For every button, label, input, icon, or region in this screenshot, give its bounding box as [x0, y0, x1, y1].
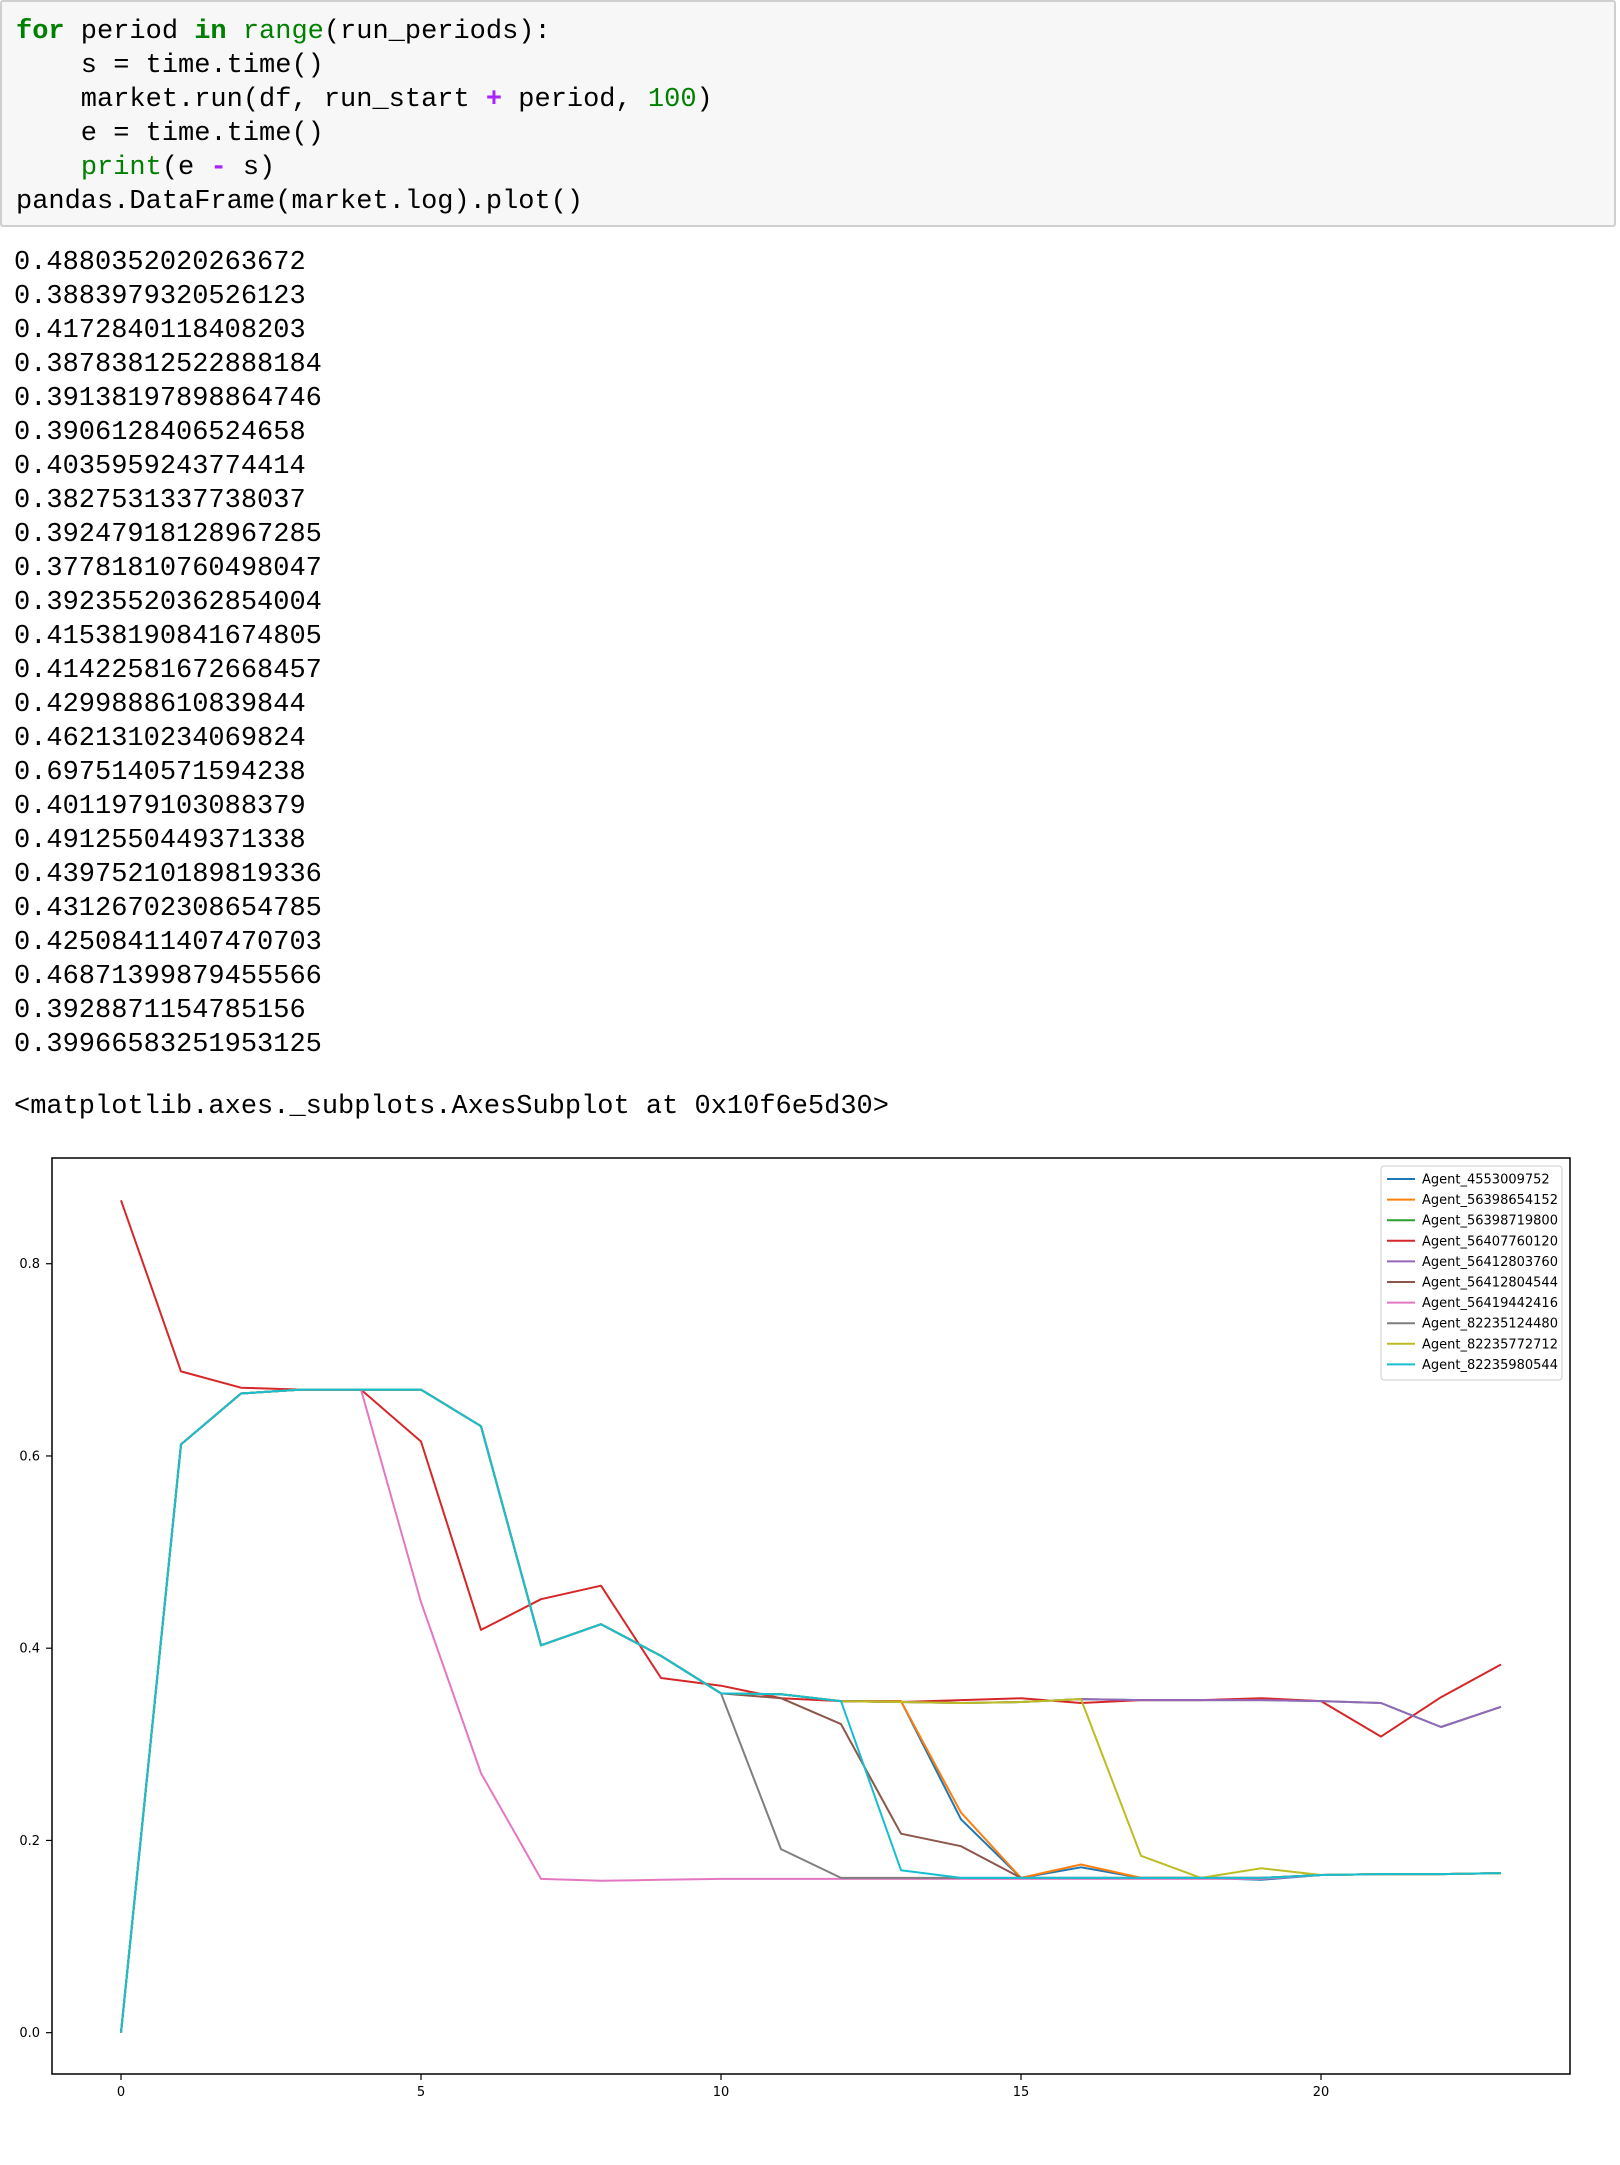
legend-label: Agent_82235980544 — [1422, 1358, 1558, 1373]
y-tick-label: 0.0 — [19, 2026, 40, 2041]
code-token: s = time.time() — [16, 51, 324, 81]
x-tick-label: 20 — [1313, 2085, 1330, 2100]
output-line: 0.6975140571594238 — [14, 758, 306, 788]
code-token: period — [64, 17, 195, 47]
legend-label: Agent_82235772712 — [1422, 1337, 1558, 1352]
x-tick-label: 15 — [1013, 2085, 1030, 2100]
output-line: 0.4299888610839844 — [14, 690, 306, 720]
code-line[interactable]: s = time.time() — [16, 49, 324, 83]
y-tick-label: 0.4 — [19, 1642, 40, 1657]
legend: Agent_4553009752 Agent_56398654152 Agent_5… — [1380, 1165, 1563, 1381]
chart-svg: 0 5 10 15 20 0.0 0.2 0.4 0.6 0.8 Agent_455300975… — [19, 1157, 1571, 2100]
x-tick-label: 10 — [713, 2085, 730, 2100]
x-tick-label: 0 — [117, 2085, 125, 2100]
plot-area — [51, 1157, 1571, 2075]
legend-label: Agent_56412804544 — [1422, 1276, 1558, 1291]
code-token: for — [16, 17, 65, 47]
code-cell[interactable]: for period in range(run_periods): s = ti… — [0, 0, 1616, 227]
code-token: s) — [226, 153, 276, 183]
output-line: 0.43126702308654785 — [14, 894, 322, 924]
x-axis: 0 5 10 15 20 — [117, 2074, 1329, 2100]
plot-repr-output: <matplotlib.axes._subplots.AxesSubplot a… — [14, 1092, 889, 1122]
output-line: 0.42508411407470703 — [14, 928, 322, 958]
legend-box — [1380, 1165, 1563, 1381]
output-line: 0.4880352020263672 — [14, 248, 306, 278]
code-line[interactable]: print(e - s) — [16, 151, 275, 185]
output-line: 0.4035959243774414 — [14, 452, 306, 482]
code-token — [227, 17, 243, 47]
code-token: e = time.time() — [16, 119, 324, 149]
output-line: 0.38783812522888184 — [14, 350, 322, 380]
x-tick-label: 5 — [417, 2085, 425, 2100]
code-line[interactable]: e = time.time() — [16, 117, 324, 151]
code-token: market.run(df, run_start — [16, 85, 486, 115]
code-token: + — [485, 85, 503, 115]
output-line: 0.4912550449371338 — [14, 826, 306, 856]
legend-label: Agent_4553009752 — [1422, 1173, 1550, 1188]
series-lines — [120, 1199, 1502, 2033]
code-token: (e — [161, 153, 211, 183]
output-line: 0.39966583251953125 — [14, 1030, 322, 1060]
code-token: 100 — [647, 85, 697, 115]
legend-label: Agent_56412803760 — [1422, 1255, 1558, 1270]
line-plot: 0 5 10 15 20 0.0 0.2 0.4 0.6 0.8 Agent_455300975… — [0, 1140, 1620, 2165]
legend-label: Agent_56407760120 — [1422, 1234, 1558, 1249]
output-line: 0.43975210189819336 — [14, 860, 322, 890]
code-token: in — [194, 17, 227, 47]
y-tick-label: 0.8 — [19, 1257, 40, 1272]
y-axis: 0.0 0.2 0.4 0.6 0.8 — [19, 1257, 52, 2041]
code-line[interactable]: for period in range(run_periods): — [16, 15, 551, 49]
output-line: 0.46871399879455566 — [14, 962, 322, 992]
code-line[interactable]: pandas.DataFrame(market.log).plot() — [16, 185, 583, 219]
legend-label: Agent_82235124480 — [1422, 1317, 1558, 1332]
output-line: 0.4172840118408203 — [14, 316, 306, 346]
legend-label: Agent_56398654152 — [1422, 1193, 1558, 1208]
code-line[interactable]: market.run(df, run_start + period, 100) — [16, 83, 713, 117]
code-token: period, — [502, 85, 648, 115]
series-line-agent-82235980544 — [120, 1388, 1502, 2033]
output-line: 0.39247918128967285 — [14, 520, 322, 550]
output-line: 0.4621310234069824 — [14, 724, 306, 754]
legend-label: Agent_56398719800 — [1422, 1214, 1558, 1229]
output-line: 0.3928871154785156 — [14, 996, 306, 1026]
output-line: 0.3827531337738037 — [14, 486, 306, 516]
output-line: 0.37781810760498047 — [14, 554, 322, 584]
output-line: 0.3906128406524658 — [14, 418, 306, 448]
code-token: pandas.DataFrame(market.log).plot() — [16, 187, 584, 217]
legend-label: Agent_56419442416 — [1422, 1296, 1558, 1311]
y-tick-label: 0.6 — [19, 1449, 40, 1464]
code-token: ) — [696, 85, 713, 115]
code-token: - — [210, 153, 227, 183]
output-line: 0.4011979103088379 — [14, 792, 306, 822]
code-token: range — [242, 17, 324, 47]
code-token — [16, 153, 81, 183]
output-line: 0.39138197898864746 — [14, 384, 322, 414]
y-tick-label: 0.2 — [19, 1834, 40, 1849]
output-line: 0.41422581672668457 — [14, 656, 322, 686]
output-line: 0.39235520362854004 — [14, 588, 322, 618]
code-token: (run_periods): — [323, 17, 551, 47]
output-line: 0.41538190841674805 — [14, 622, 322, 652]
output-line: 0.3883979320526123 — [14, 282, 306, 312]
stdout-output: 0.4880352020263672 0.3883979320526123 0.41… — [14, 246, 322, 1062]
code-token: print — [80, 153, 162, 183]
